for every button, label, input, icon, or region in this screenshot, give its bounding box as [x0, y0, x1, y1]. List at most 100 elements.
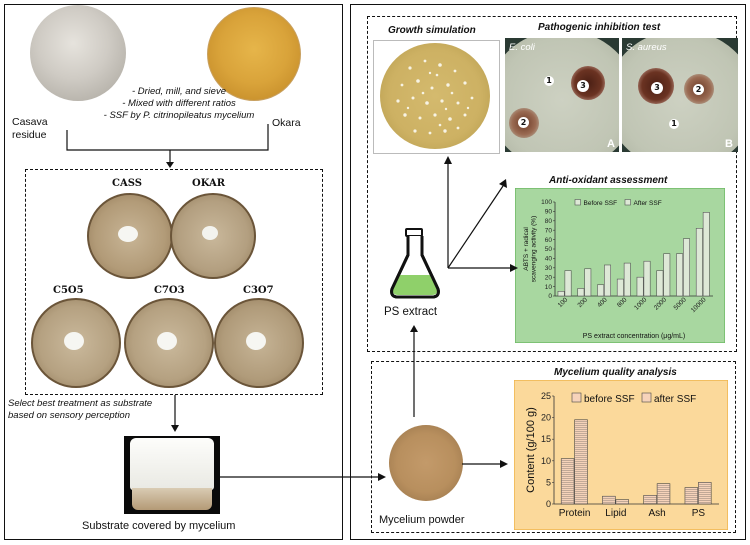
y-tick-label: 5: [546, 477, 551, 487]
growth-simulation-title: Growth simulation: [388, 25, 476, 36]
colony-dots: [396, 59, 474, 135]
substrate-caption: Substrate covered by mycelium: [82, 520, 236, 532]
ecoli-plate-photo: [505, 38, 619, 152]
sample-label-c7o3: C7O3: [154, 285, 185, 296]
bar-before-ssf: [676, 253, 684, 297]
x-tick-label: Protein: [559, 508, 591, 519]
left-panel: [4, 4, 343, 540]
legend-swatch: [571, 392, 582, 403]
y-tick-label: 50: [545, 246, 553, 253]
y-tick-label: 90: [545, 209, 553, 216]
bar-after-ssf: [643, 260, 651, 297]
zone-number-2: 2: [693, 84, 704, 95]
y-tick-label: 0: [548, 293, 552, 300]
step-1: - Dried, mill, and sieve: [132, 86, 226, 97]
bar-after-ssf: [604, 264, 611, 297]
process-bracket: [66, 124, 269, 168]
bar-after-ssf: [623, 262, 631, 297]
legend-swatch: [624, 199, 631, 206]
chart-background: [514, 380, 728, 530]
y-tick-label: 25: [541, 391, 551, 401]
bar-after-ssf: [683, 238, 690, 297]
legend-label: before SSF: [584, 394, 635, 405]
ecoli-label: E. coli: [509, 42, 535, 53]
mycelium-spot: [64, 332, 84, 350]
y-axis-label: scavenging activity (%): [531, 216, 538, 282]
arrow-to-quality-chart: [462, 460, 508, 468]
saureus-plate-photo: [622, 38, 738, 152]
y-axis-label: ABTS + radical: [523, 227, 530, 271]
mycelium-powder-photo: [389, 421, 463, 507]
sample-disc-cass: [87, 193, 173, 279]
bar-before-ssf: [643, 495, 657, 505]
select-note: Select best treatment as substrate based…: [8, 398, 153, 421]
bar-before-ssf: [557, 291, 565, 297]
bar-after-ssf: [656, 483, 671, 505]
y-tick-label: 10: [541, 456, 551, 466]
mycelium-spot: [202, 226, 218, 240]
bar-after-ssf: [564, 270, 572, 297]
bar-before-ssf: [695, 228, 703, 297]
zone-number-1: 1: [669, 119, 679, 129]
top-assessment-box: [367, 16, 737, 352]
legend-swatch: [641, 392, 652, 403]
y-tick-label: 80: [545, 218, 553, 225]
legend-swatch: [574, 199, 581, 206]
y-tick-label: 30: [545, 265, 553, 272]
ps-extract-label: PS extract: [384, 306, 438, 318]
x-tick-label: Ash: [649, 508, 666, 519]
okara-photo: [207, 7, 301, 101]
x-tick-label: Lipid: [605, 508, 626, 519]
flask-arrows: [444, 156, 518, 272]
y-tick-label: 20: [545, 274, 553, 281]
plate-letter-a: A: [607, 138, 615, 150]
bar-before-ssf: [597, 284, 605, 297]
y-axis-label: Content (g/100 g): [525, 407, 537, 493]
zone-number-1: 1: [544, 76, 554, 86]
mycelium-spot: [157, 332, 177, 350]
y-tick-label: 60: [545, 237, 553, 244]
x-tick-label: PS: [692, 508, 706, 519]
sample-label-cass: CASS: [112, 178, 142, 189]
legend-label: Before SSF: [584, 200, 618, 207]
sample-label-c5o5: C5O5: [53, 285, 84, 296]
mycelium-analysis-title: Mycelium quality analysis: [554, 367, 677, 378]
zone-number-3: 3: [651, 82, 663, 94]
right-panel: [350, 4, 746, 540]
pathogenic-title: Pathogenic inhibition test: [538, 22, 661, 33]
casava-residue-photo: [30, 5, 126, 101]
mycelium-spot: [246, 332, 266, 350]
bar-after-ssf: [584, 268, 592, 297]
bar-after-ssf: [663, 253, 671, 297]
sample-label-c3o7: C3O7: [243, 285, 274, 296]
saureus-label: S. aureus: [626, 42, 667, 53]
bar-after-ssf: [615, 499, 629, 505]
casava-residue-label: Casava residue: [12, 116, 48, 141]
step-3: - SSF by P. citrinopileatus mycelium: [103, 110, 255, 121]
chart-background: [515, 188, 725, 343]
growth-plate-photo: [373, 40, 500, 154]
legend-label: after SSF: [654, 394, 696, 405]
y-tick-label: 100: [541, 199, 552, 206]
step-2: - Mixed with different ratios: [122, 98, 236, 109]
arrow-to-powder: [220, 473, 386, 481]
y-tick-label: 0: [546, 499, 551, 509]
bar-before-ssf: [577, 288, 585, 297]
y-tick-label: 20: [541, 413, 551, 423]
bar-after-ssf: [702, 212, 710, 297]
y-tick-label: 10: [545, 284, 553, 291]
zone-number-3: 3: [577, 80, 589, 92]
substrate-photo: [124, 436, 220, 514]
y-tick-label: 40: [545, 256, 553, 263]
samples-box: [25, 169, 323, 395]
y-tick-label: 15: [541, 434, 551, 444]
flask-icon: [390, 228, 440, 299]
mycelium-spot: [118, 226, 138, 242]
arrow-down: [171, 395, 179, 432]
okara-label: Okara: [272, 117, 301, 129]
zone-number-2: 2: [518, 117, 529, 128]
arrow-up-to-extract: [410, 325, 418, 417]
bar-before-ssf: [616, 278, 624, 297]
mycelium-analysis-box: [371, 361, 736, 533]
